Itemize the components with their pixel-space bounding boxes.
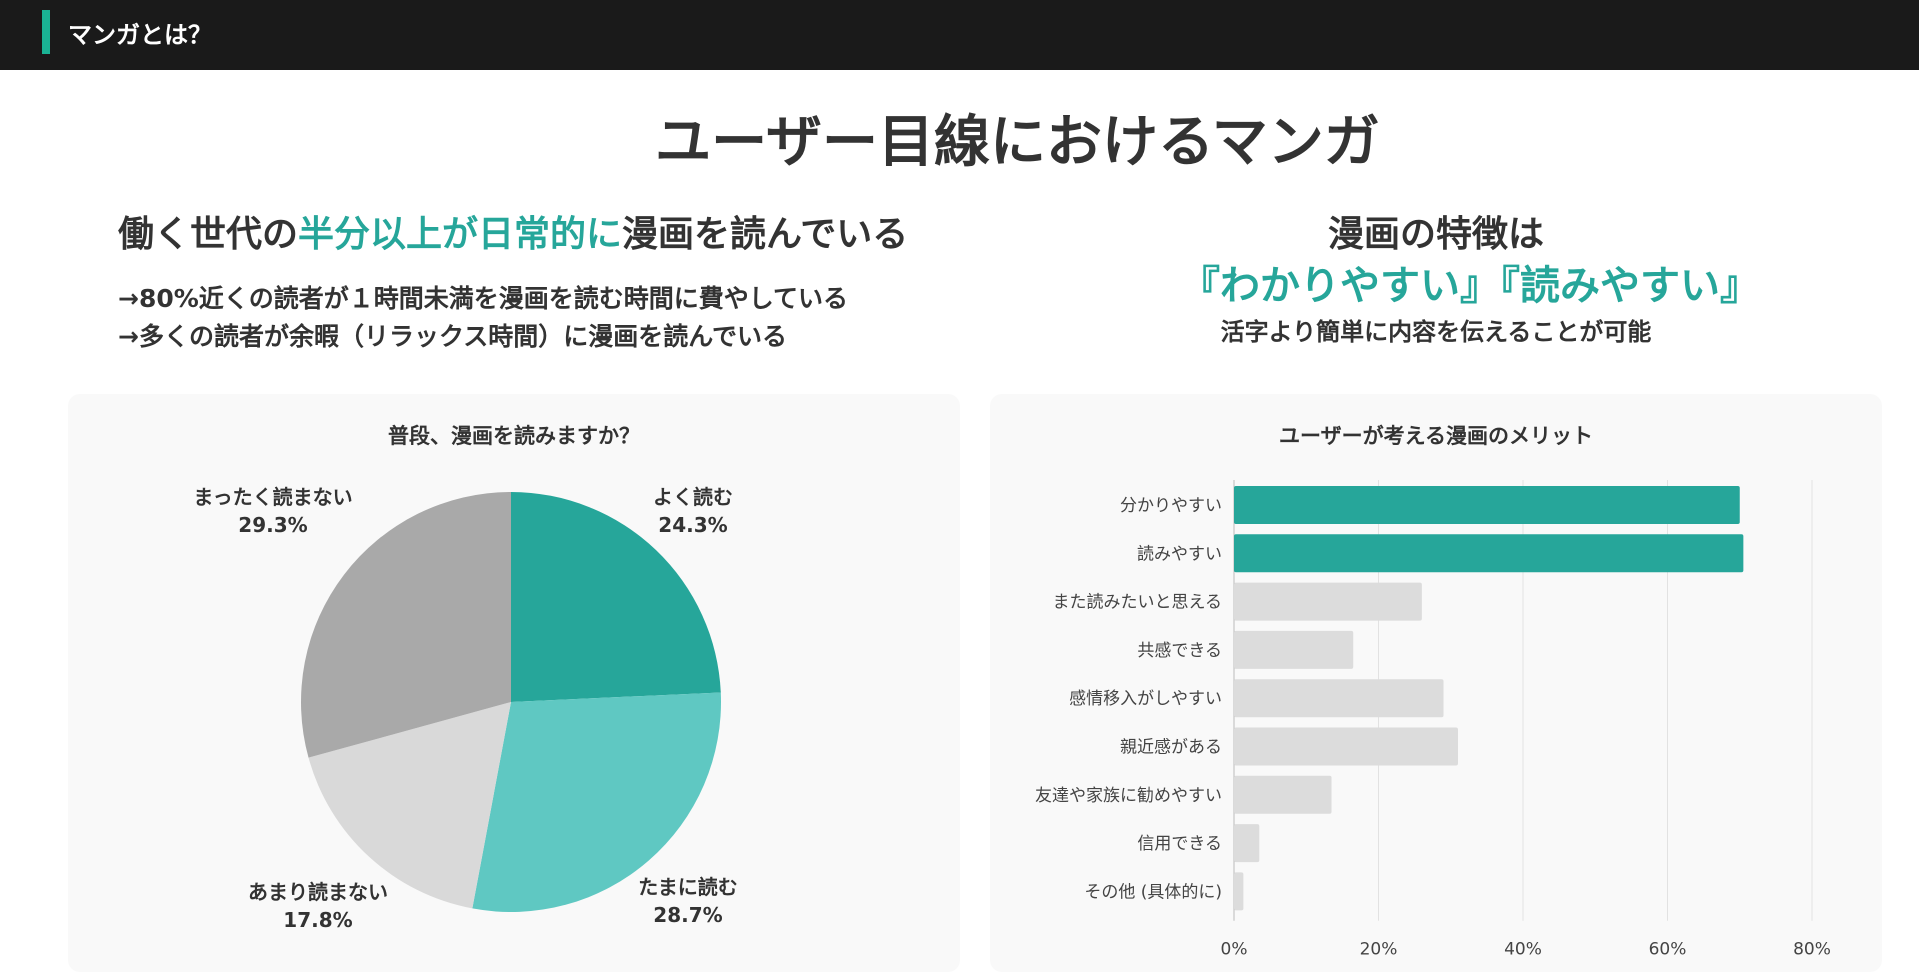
pie-chart-panel: 普段、漫画を読みますか？ よく読む 24.3% たまに読む 28.7% あまり読まない 1… xyxy=(68,394,960,972)
category-label: 友達や家族に勧めやすい xyxy=(1035,786,1222,806)
pie-slice-label: あまり読まない xyxy=(248,880,388,904)
pie-slice-value: 28.7% xyxy=(653,903,722,927)
left-bullets: →80%近くの読者が１時間未満を漫画を読む時間に費やしている →多くの読者が余暇… xyxy=(118,280,848,356)
pie-slice-value: 29.3% xyxy=(238,513,307,537)
bar xyxy=(1234,872,1244,911)
pie-slice-label: たまに読む xyxy=(638,875,737,899)
bar xyxy=(1234,486,1740,524)
pie-slice xyxy=(301,492,511,758)
category-label: また読みたいと思える xyxy=(1053,593,1223,613)
bullet-1: →80%近くの読者が１時間未満を漫画を読む時間に費やしている xyxy=(118,284,849,313)
x-tick-label: 20% xyxy=(1360,940,1398,960)
top-bar: マンガとは？ xyxy=(0,0,1919,70)
x-tick-label: 60% xyxy=(1649,940,1687,960)
pie-chart-title: 普段、漫画を読みますか？ xyxy=(388,424,640,448)
bullet-2: →多くの読者が余暇（リラックス時間）に漫画を読んでいる xyxy=(118,322,787,351)
category-label: 共感できる xyxy=(1137,641,1222,661)
pie-slice-label: まったく読まない xyxy=(193,485,352,509)
pie-slice-value: 24.3% xyxy=(658,513,727,537)
x-tick-label: 40% xyxy=(1504,940,1542,960)
bar xyxy=(1234,824,1260,863)
bar xyxy=(1234,775,1332,814)
left-headline-post: 漫画を読んでいる xyxy=(622,214,909,255)
category-label: その他 (具体的に) xyxy=(1084,882,1222,902)
bar-chart-panel: ユーザーが考える漫画のメリット 0% 20% 40% 60% 80% 分かりやすい読みやす… xyxy=(990,394,1882,972)
x-tick-label: 0% xyxy=(1221,940,1248,960)
category-label: 感情移入がしやすい xyxy=(1069,689,1222,709)
right-headline-main: 漫画の特徴は xyxy=(1327,214,1544,255)
bar xyxy=(1234,630,1354,669)
left-headline: 働く世代の半分以上が日常的に漫画を読んでいる xyxy=(118,212,908,258)
bar-chart-title: ユーザーが考える漫画のメリット xyxy=(1279,424,1593,448)
right-headline-sub: 活字より簡単に内容を伝えることが可能 xyxy=(1220,318,1652,346)
pie-slice xyxy=(308,702,511,909)
right-headline-highlight: 『わかりやすい』『読みやすい』 xyxy=(1180,263,1760,309)
pie-chart: よく読む 24.3% たまに読む 28.7% あまり読まない 17.8% まったく読まない 2… xyxy=(193,485,737,932)
bar-chart: 0% 20% 40% 60% 80% 分かりやすい読みやすいまた読みたいと思える共感できる… xyxy=(1035,480,1831,960)
pie-slice xyxy=(511,492,721,702)
page-title: ユーザー目線におけるマンガ xyxy=(655,110,1380,175)
bar xyxy=(1234,727,1458,766)
category-label: 分かりやすい xyxy=(1120,496,1222,516)
category-label: 信用できる xyxy=(1137,834,1222,854)
right-headline: 漫画の特徴は 『わかりやすい』『読みやすい』 活字より簡単に内容を伝えることが可… xyxy=(1180,212,1760,350)
left-headline-highlight: 半分以上が日常的に xyxy=(298,214,623,255)
pie-slice-value: 17.8% xyxy=(283,908,352,932)
category-label: 読みやすい xyxy=(1137,544,1222,564)
bar xyxy=(1234,679,1444,718)
section-label: マンガとは？ xyxy=(68,21,212,49)
pie-slice xyxy=(472,692,721,913)
category-label: 親近感がある xyxy=(1120,738,1222,758)
left-headline-pre: 働く世代の xyxy=(118,214,299,255)
bar xyxy=(1234,534,1744,573)
bar xyxy=(1234,582,1422,621)
section-accent-bar xyxy=(42,10,50,54)
pie-slice-label: よく読む xyxy=(653,485,733,509)
x-tick-label: 80% xyxy=(1793,940,1831,960)
